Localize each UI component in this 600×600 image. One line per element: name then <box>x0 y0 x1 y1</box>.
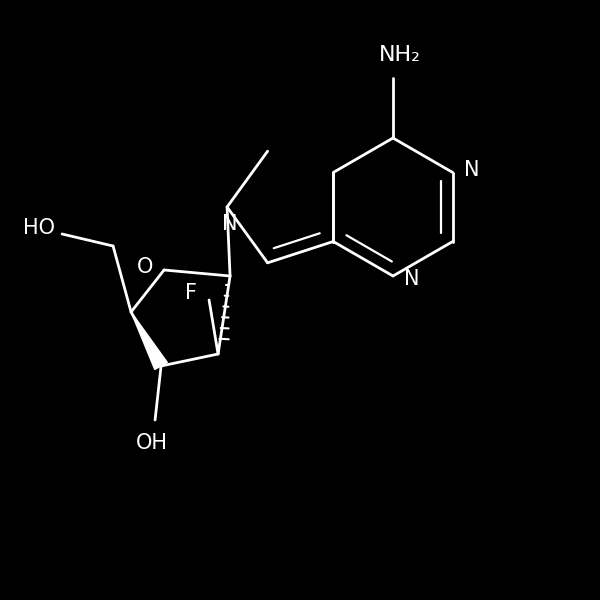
Polygon shape <box>131 312 167 370</box>
Text: N: N <box>223 214 238 234</box>
Text: N: N <box>464 160 480 179</box>
Text: N: N <box>404 269 420 289</box>
Text: OH: OH <box>136 433 168 453</box>
Text: HO: HO <box>23 218 55 238</box>
Text: F: F <box>185 283 197 303</box>
Text: O: O <box>137 257 153 277</box>
Text: NH₂: NH₂ <box>379 45 421 65</box>
